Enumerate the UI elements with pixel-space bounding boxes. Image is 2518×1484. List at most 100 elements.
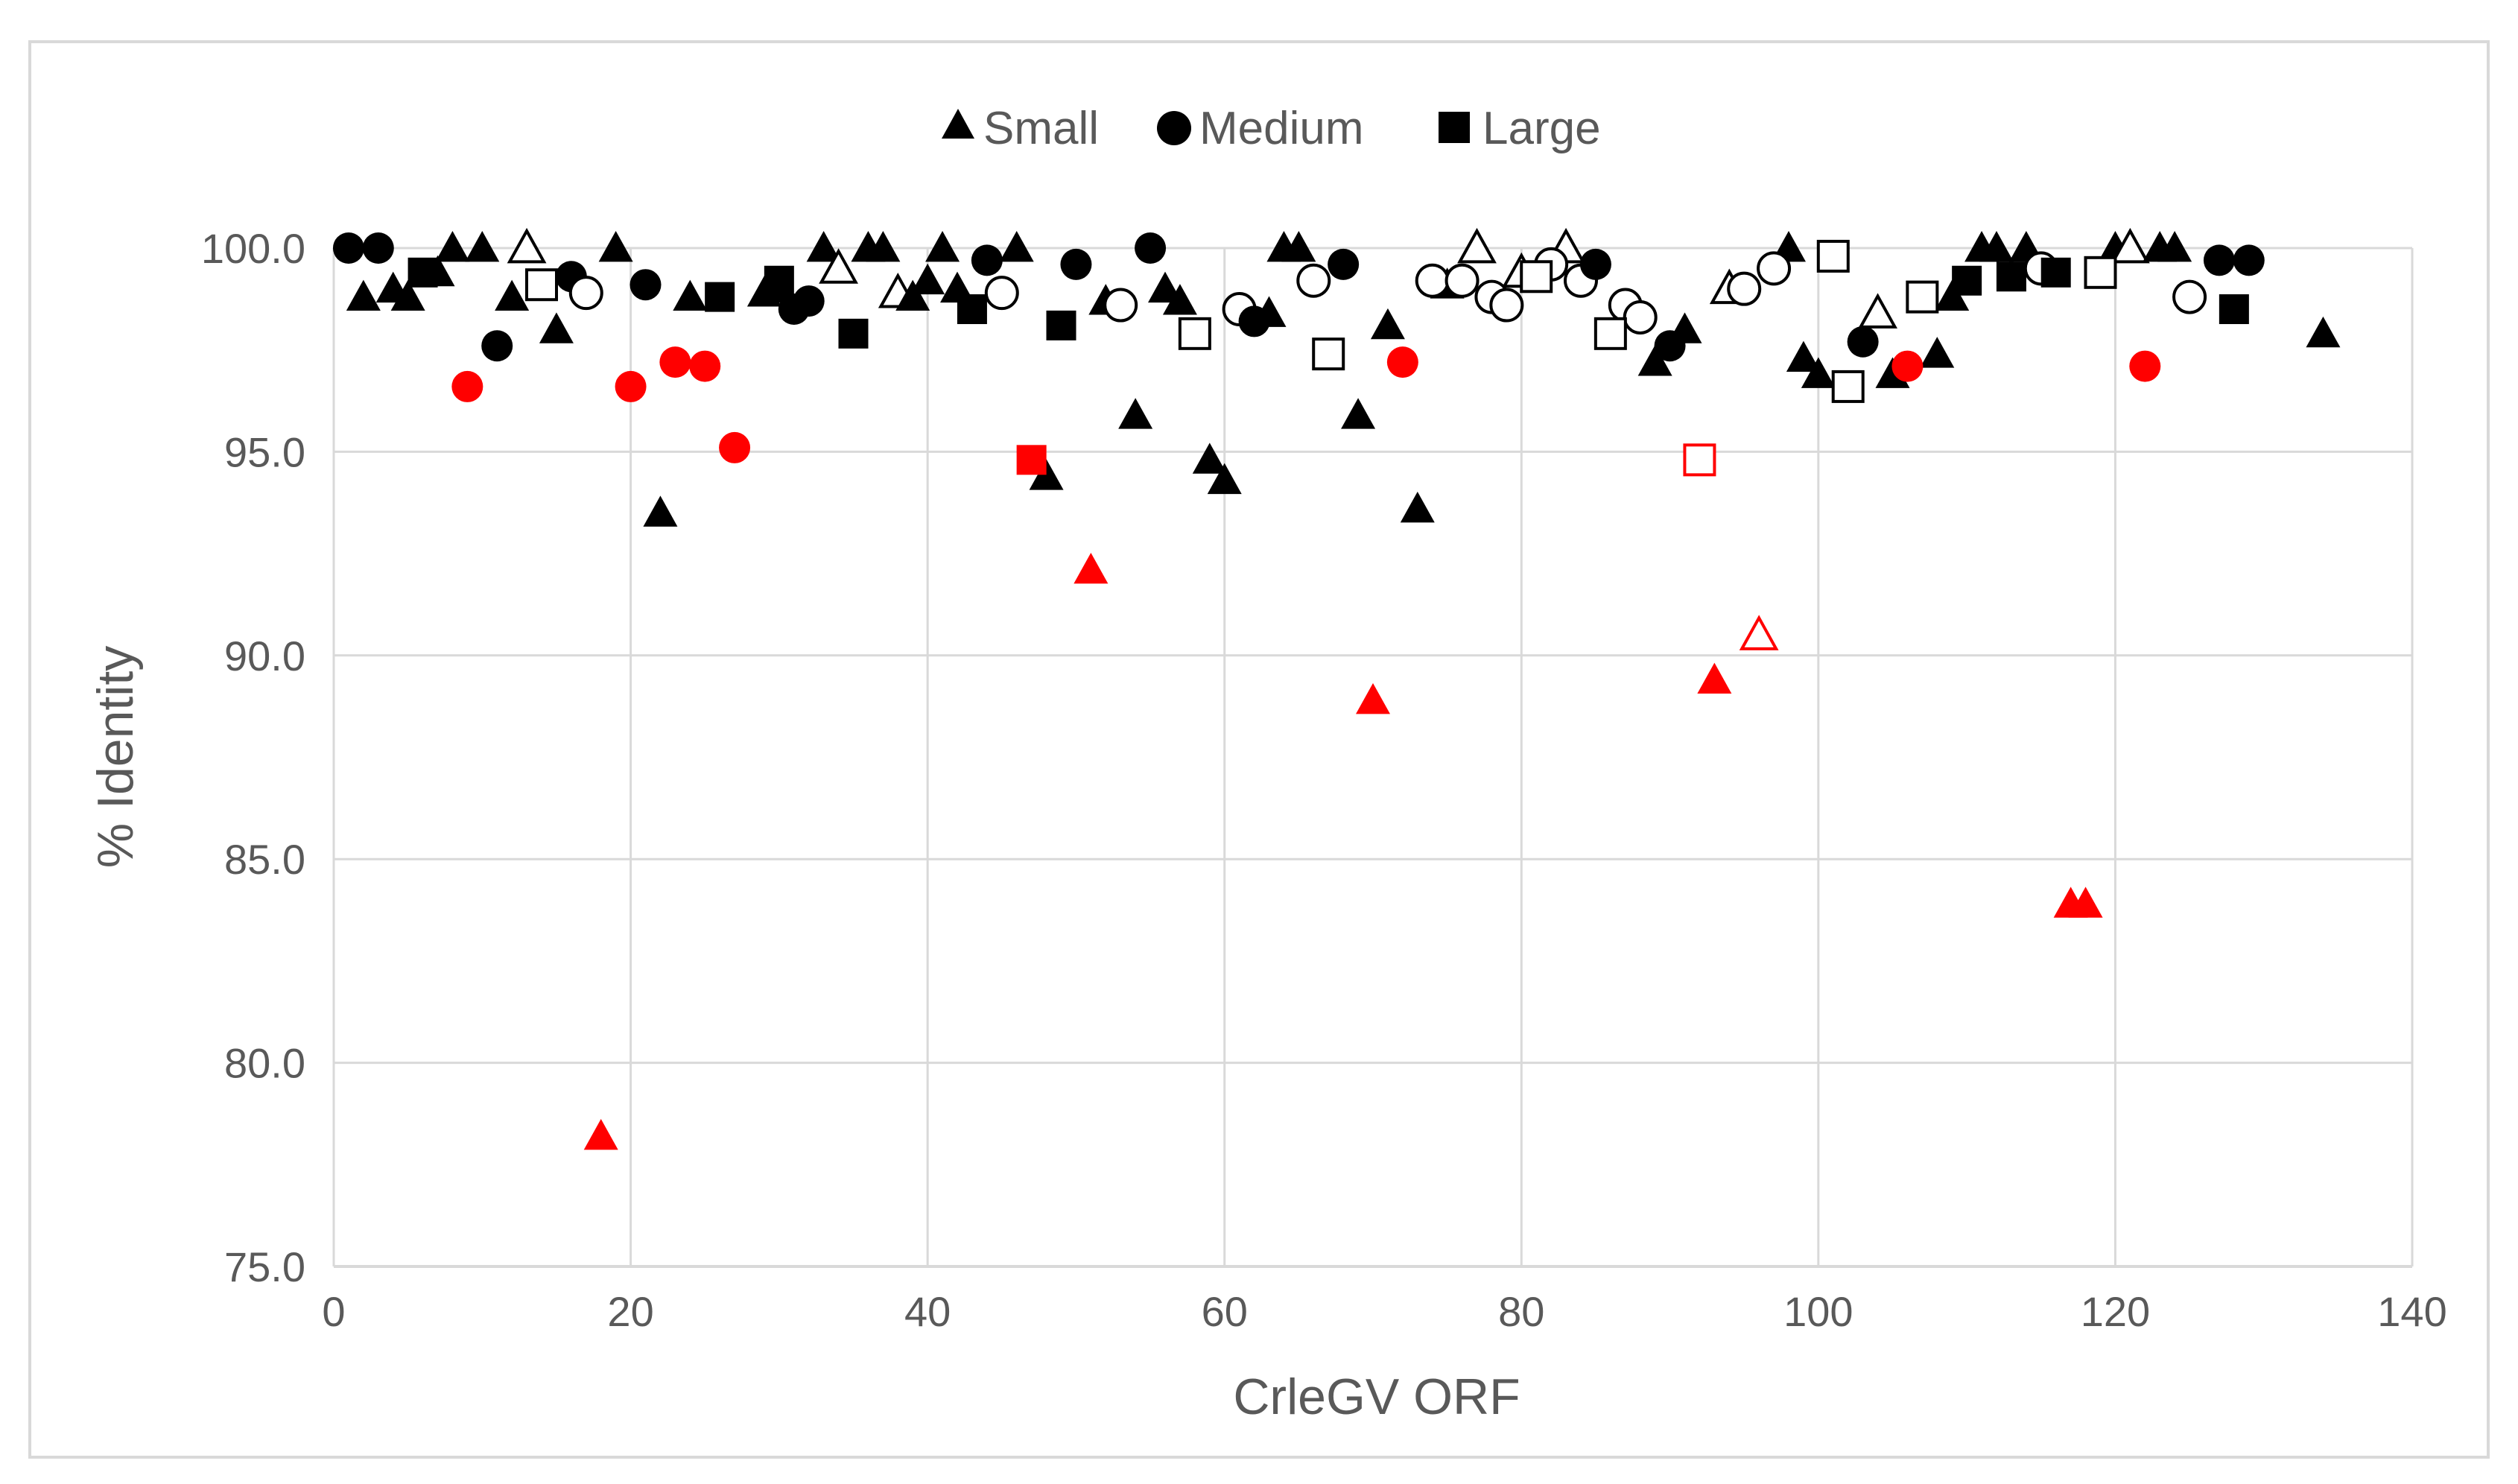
- small-triangle-point: [1118, 398, 1153, 429]
- small-triangle-point: [1356, 682, 1390, 714]
- legend-label-large: Large: [1482, 103, 1601, 154]
- small-triangle-point: [1162, 284, 1197, 315]
- medium-circle-point: [1489, 288, 1524, 323]
- x-tick-label: 20: [607, 1288, 653, 1335]
- small-triangle-point: [925, 231, 960, 262]
- small-triangle-point: [1281, 231, 1316, 262]
- small-triangle-point: [1801, 357, 1836, 388]
- small-triangle-point: [1074, 552, 1109, 584]
- y-axis-title: % Identity: [87, 646, 144, 869]
- medium-circle-point: [793, 285, 825, 317]
- x-tick-label: 120: [2081, 1288, 2150, 1335]
- small-triangle-point: [2157, 231, 2192, 262]
- large-square-point: [1520, 260, 1553, 294]
- small-triangle-point: [2306, 316, 2341, 348]
- medium-circle-point: [971, 244, 1003, 276]
- large-square-point: [2040, 257, 2071, 288]
- small-triangle-point: [1400, 491, 1435, 523]
- y-tick-label: 100.0: [201, 225, 305, 272]
- large-square-point: [1046, 310, 1076, 340]
- medium-circle-point: [1757, 251, 1792, 286]
- medium-circle-point: [630, 269, 662, 301]
- legend-item-small: Small: [942, 103, 1099, 154]
- small-triangle-point: [1739, 615, 1779, 650]
- y-tick-label: 95.0: [224, 428, 305, 475]
- large-square-point: [525, 268, 558, 302]
- large-square-point: [764, 265, 794, 296]
- small-triangle-point: [1148, 271, 1182, 303]
- small-triangle-point: [507, 227, 547, 264]
- small-triangle-point: [910, 263, 945, 295]
- tick-labels: 75.0 80.0 85.0 90.0 95.0 100.0 0 20 40 60 80 100 120…: [201, 225, 2447, 1335]
- legend-circle-icon: [1157, 111, 1191, 145]
- small-triangle-point: [583, 1119, 618, 1150]
- legend: Small Medium Large: [942, 103, 1601, 154]
- medium-circle-point: [1238, 305, 1270, 337]
- medium-circle-point: [1654, 330, 1686, 362]
- legend-square-icon: [1439, 112, 1470, 143]
- medium-circle-point: [1727, 271, 1762, 306]
- small-triangle-point: [1192, 443, 1227, 474]
- legend-item-large: Large: [1439, 103, 1601, 154]
- small-triangle-point: [999, 231, 1034, 262]
- medium-circle-point: [568, 276, 603, 311]
- x-tick-label: 0: [322, 1288, 345, 1335]
- medium-circle-point: [332, 232, 364, 264]
- medium-circle-point: [1386, 346, 1418, 378]
- medium-circle-point: [1060, 248, 1092, 280]
- small-triangle-point: [390, 279, 425, 311]
- large-square-point: [1952, 265, 1982, 296]
- large-square-point: [1178, 317, 1211, 350]
- y-tick-label: 80.0: [224, 1040, 305, 1087]
- medium-circle-point: [1891, 350, 1924, 382]
- large-square-point: [705, 282, 735, 312]
- medium-circle-point: [451, 370, 483, 402]
- large-square-point: [1816, 239, 1850, 273]
- medium-circle-point: [615, 370, 647, 402]
- large-square-point: [838, 318, 869, 349]
- small-triangle-point: [673, 279, 708, 311]
- y-tick-label: 75.0: [224, 1243, 305, 1290]
- large-square-point: [1831, 370, 1865, 403]
- large-square-point: [1683, 443, 1716, 477]
- small-triangle-point: [866, 231, 901, 262]
- large-square-point: [2084, 256, 2117, 289]
- small-triangle-point: [1858, 293, 1897, 329]
- small-triangle-point: [465, 231, 500, 262]
- legend-item-medium: Medium: [1157, 103, 1364, 154]
- medium-circle-point: [1623, 299, 1658, 334]
- y-tick-label: 90.0: [224, 632, 305, 679]
- legend-label-small: Small: [983, 103, 1099, 154]
- legend-label-medium: Medium: [1199, 103, 1364, 154]
- small-triangle-point: [1786, 340, 1821, 372]
- medium-circle-point: [1135, 232, 1167, 264]
- x-tick-label: 60: [1202, 1288, 1248, 1335]
- medium-circle-point: [1103, 288, 1138, 323]
- x-axis-title: CrleGV ORF: [1233, 1369, 1520, 1425]
- medium-circle-point: [2172, 279, 2207, 314]
- small-triangle-point: [598, 231, 633, 262]
- medium-circle-point: [362, 232, 394, 264]
- small-triangle-point: [1637, 345, 1672, 376]
- medium-circle-point: [481, 330, 513, 362]
- legend-triangle-icon: [942, 109, 974, 139]
- small-triangle-point: [1697, 662, 1732, 694]
- small-triangle-point: [495, 279, 530, 311]
- large-square-point: [407, 257, 438, 288]
- large-square-point: [1996, 261, 2026, 292]
- x-tick-label: 140: [2377, 1288, 2446, 1335]
- small-triangle-point: [1457, 227, 1497, 264]
- small-triangle-point: [1920, 337, 1955, 368]
- small-triangle-point: [643, 495, 678, 527]
- small-triangle-point: [2110, 227, 2150, 264]
- medium-circle-point: [1847, 326, 1879, 358]
- small-triangle-point: [1370, 308, 1405, 340]
- medium-circle-point: [719, 431, 751, 463]
- small-triangle-point: [1207, 463, 1242, 495]
- y-tick-label: 85.0: [224, 836, 305, 883]
- medium-circle-point: [2203, 244, 2235, 276]
- large-square-point: [2219, 294, 2249, 325]
- x-tick-label: 40: [904, 1288, 951, 1335]
